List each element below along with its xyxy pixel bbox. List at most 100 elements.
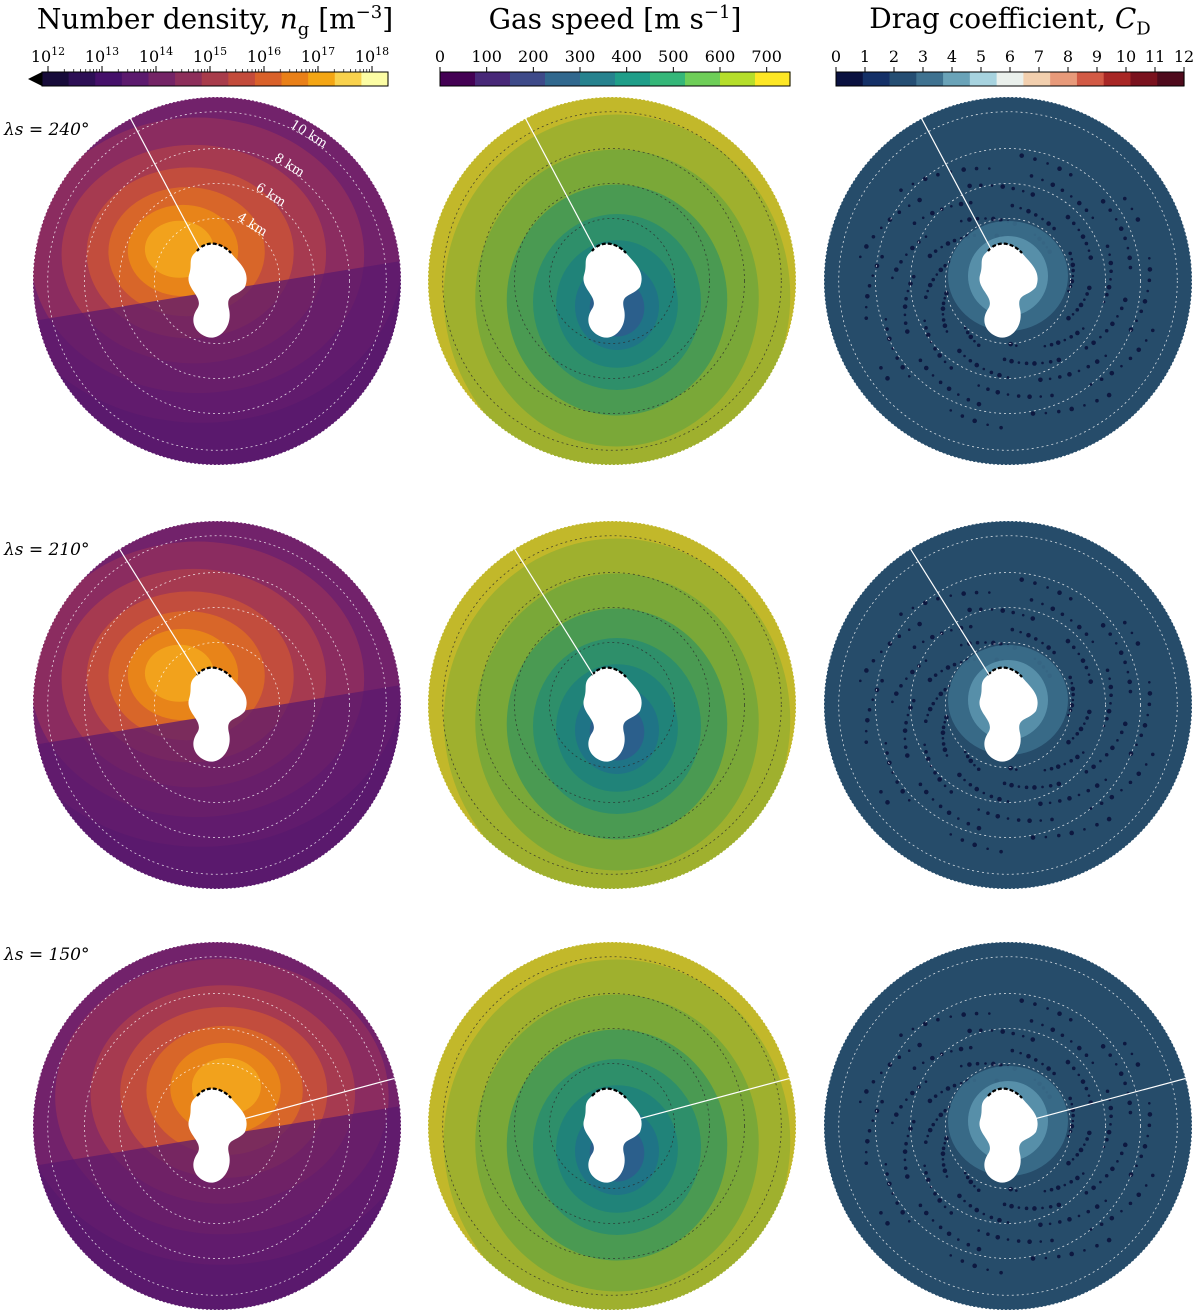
drag-speckle [1075,1175,1080,1181]
drag-speckle [867,283,872,288]
drag-speckle [1070,686,1076,692]
row-label-210: λs = 210° [4,540,90,560]
drag-speckle [941,1163,946,1167]
drag-speckle [903,313,907,317]
drag-speckle [867,1128,872,1133]
drag-speckle [1030,1037,1036,1042]
colorbar-swatch [969,72,998,86]
range-ring [84,148,350,414]
colorbar-tick-label: 1 [860,47,870,66]
drag-speckle [1041,1023,1044,1027]
drag-speckle [924,326,928,330]
panel-r2-c2 [823,941,1193,1310]
drag-speckle [1128,1110,1133,1115]
drag-speckle [977,1229,980,1232]
drag-speckle [859,255,862,259]
drag-speckle [995,389,1001,395]
colorbar-tick-label: 1012 [31,45,65,66]
drag-speckle [867,707,872,712]
drag-speckle [933,1191,937,1196]
drag-speckle [887,1181,892,1187]
drag-speckle [1123,236,1127,241]
drag-speckle [918,782,923,787]
drag-speckle [967,1062,972,1067]
drag-speckle [968,358,973,363]
drag-speckle [1000,608,1006,613]
drag-speckle [1029,598,1034,602]
drag-speckle [950,204,953,208]
drag-speckle [943,263,947,268]
drag-speckle [941,1157,945,1161]
drag-speckle [1128,689,1133,694]
drag-speckle [976,825,982,831]
drag-speckle [1083,1143,1086,1146]
drag-speckle [1123,1081,1127,1086]
drag-speckle [906,1134,910,1138]
drag-speckle [1041,1062,1044,1066]
drag-speckle [943,784,947,788]
drag-speckle [903,1158,907,1162]
drag-speckle [864,305,868,309]
range-ring [119,607,315,803]
drag-speckle [1057,1011,1062,1016]
drag-speckle [871,1119,875,1122]
drag-speckle [895,1201,899,1205]
colorbar-tick-label: 0 [435,47,445,66]
drag-speckle [880,650,883,654]
drag-speckle [1106,708,1112,714]
range-ring [442,956,782,1296]
drag-speckle [1010,627,1015,632]
drag-speckle [1039,819,1043,822]
drag-speckle [1087,673,1091,676]
drag-speckle [943,1141,947,1145]
drag-speckle [1110,745,1115,751]
drag-speckle [1104,752,1109,757]
drag-speckle [1024,1206,1029,1211]
drag-speckle [864,729,868,733]
drag-speckle [864,316,869,320]
colorbar-tick-label: 6 [1005,47,1015,66]
drag-speckle [1150,752,1155,757]
drag-speckle [1119,730,1124,735]
colorbar-tick-label: 7 [1034,47,1044,66]
panel-r1-c1 [427,520,797,890]
drag-speckle [894,1112,899,1117]
drag-speckle [903,745,908,749]
colorbar-swatch [281,72,309,86]
drag-speckle [885,327,889,331]
drag-speckle [940,730,946,736]
drag-speckle [925,1177,931,1183]
drag-speckle [1086,364,1091,369]
drag-speckle [1136,771,1142,777]
colorbar-tick-label: 200 [518,47,549,66]
drag-speckle [938,691,944,697]
panel-boundary [427,96,797,466]
range-ring [549,218,675,344]
drag-speckle [884,741,888,745]
drag-speckle [1118,226,1124,232]
panel-r1-c0 [32,520,402,890]
panel-r0-c0: 10 km8 km6 km4 km [32,96,402,466]
drag-speckle [1099,335,1102,339]
sun-direction-line [611,1075,796,1127]
drag-speckle [1091,1185,1096,1191]
drag-speckle [1017,1206,1021,1209]
range-ring [442,111,782,451]
drag-speckle [917,197,922,203]
drag-speckle [1039,395,1043,398]
drag-speckle [1105,1089,1110,1094]
drag-speckle [1100,623,1106,628]
drag-speckle [925,332,931,338]
colorbar-swatch [148,72,176,86]
drag-speckle [904,720,908,725]
drag-speckle [884,1162,888,1166]
drag-speckle [1050,1027,1056,1033]
sun-direction-line [1007,1075,1192,1127]
drag-speckle [907,628,911,631]
drag-speckle [967,1028,972,1034]
drag-speckle [949,366,954,370]
nucleus-shadow-edge [591,666,627,678]
drag-speckle [986,387,990,392]
drag-speckle [1021,613,1025,617]
drag-speckle [891,1121,894,1125]
